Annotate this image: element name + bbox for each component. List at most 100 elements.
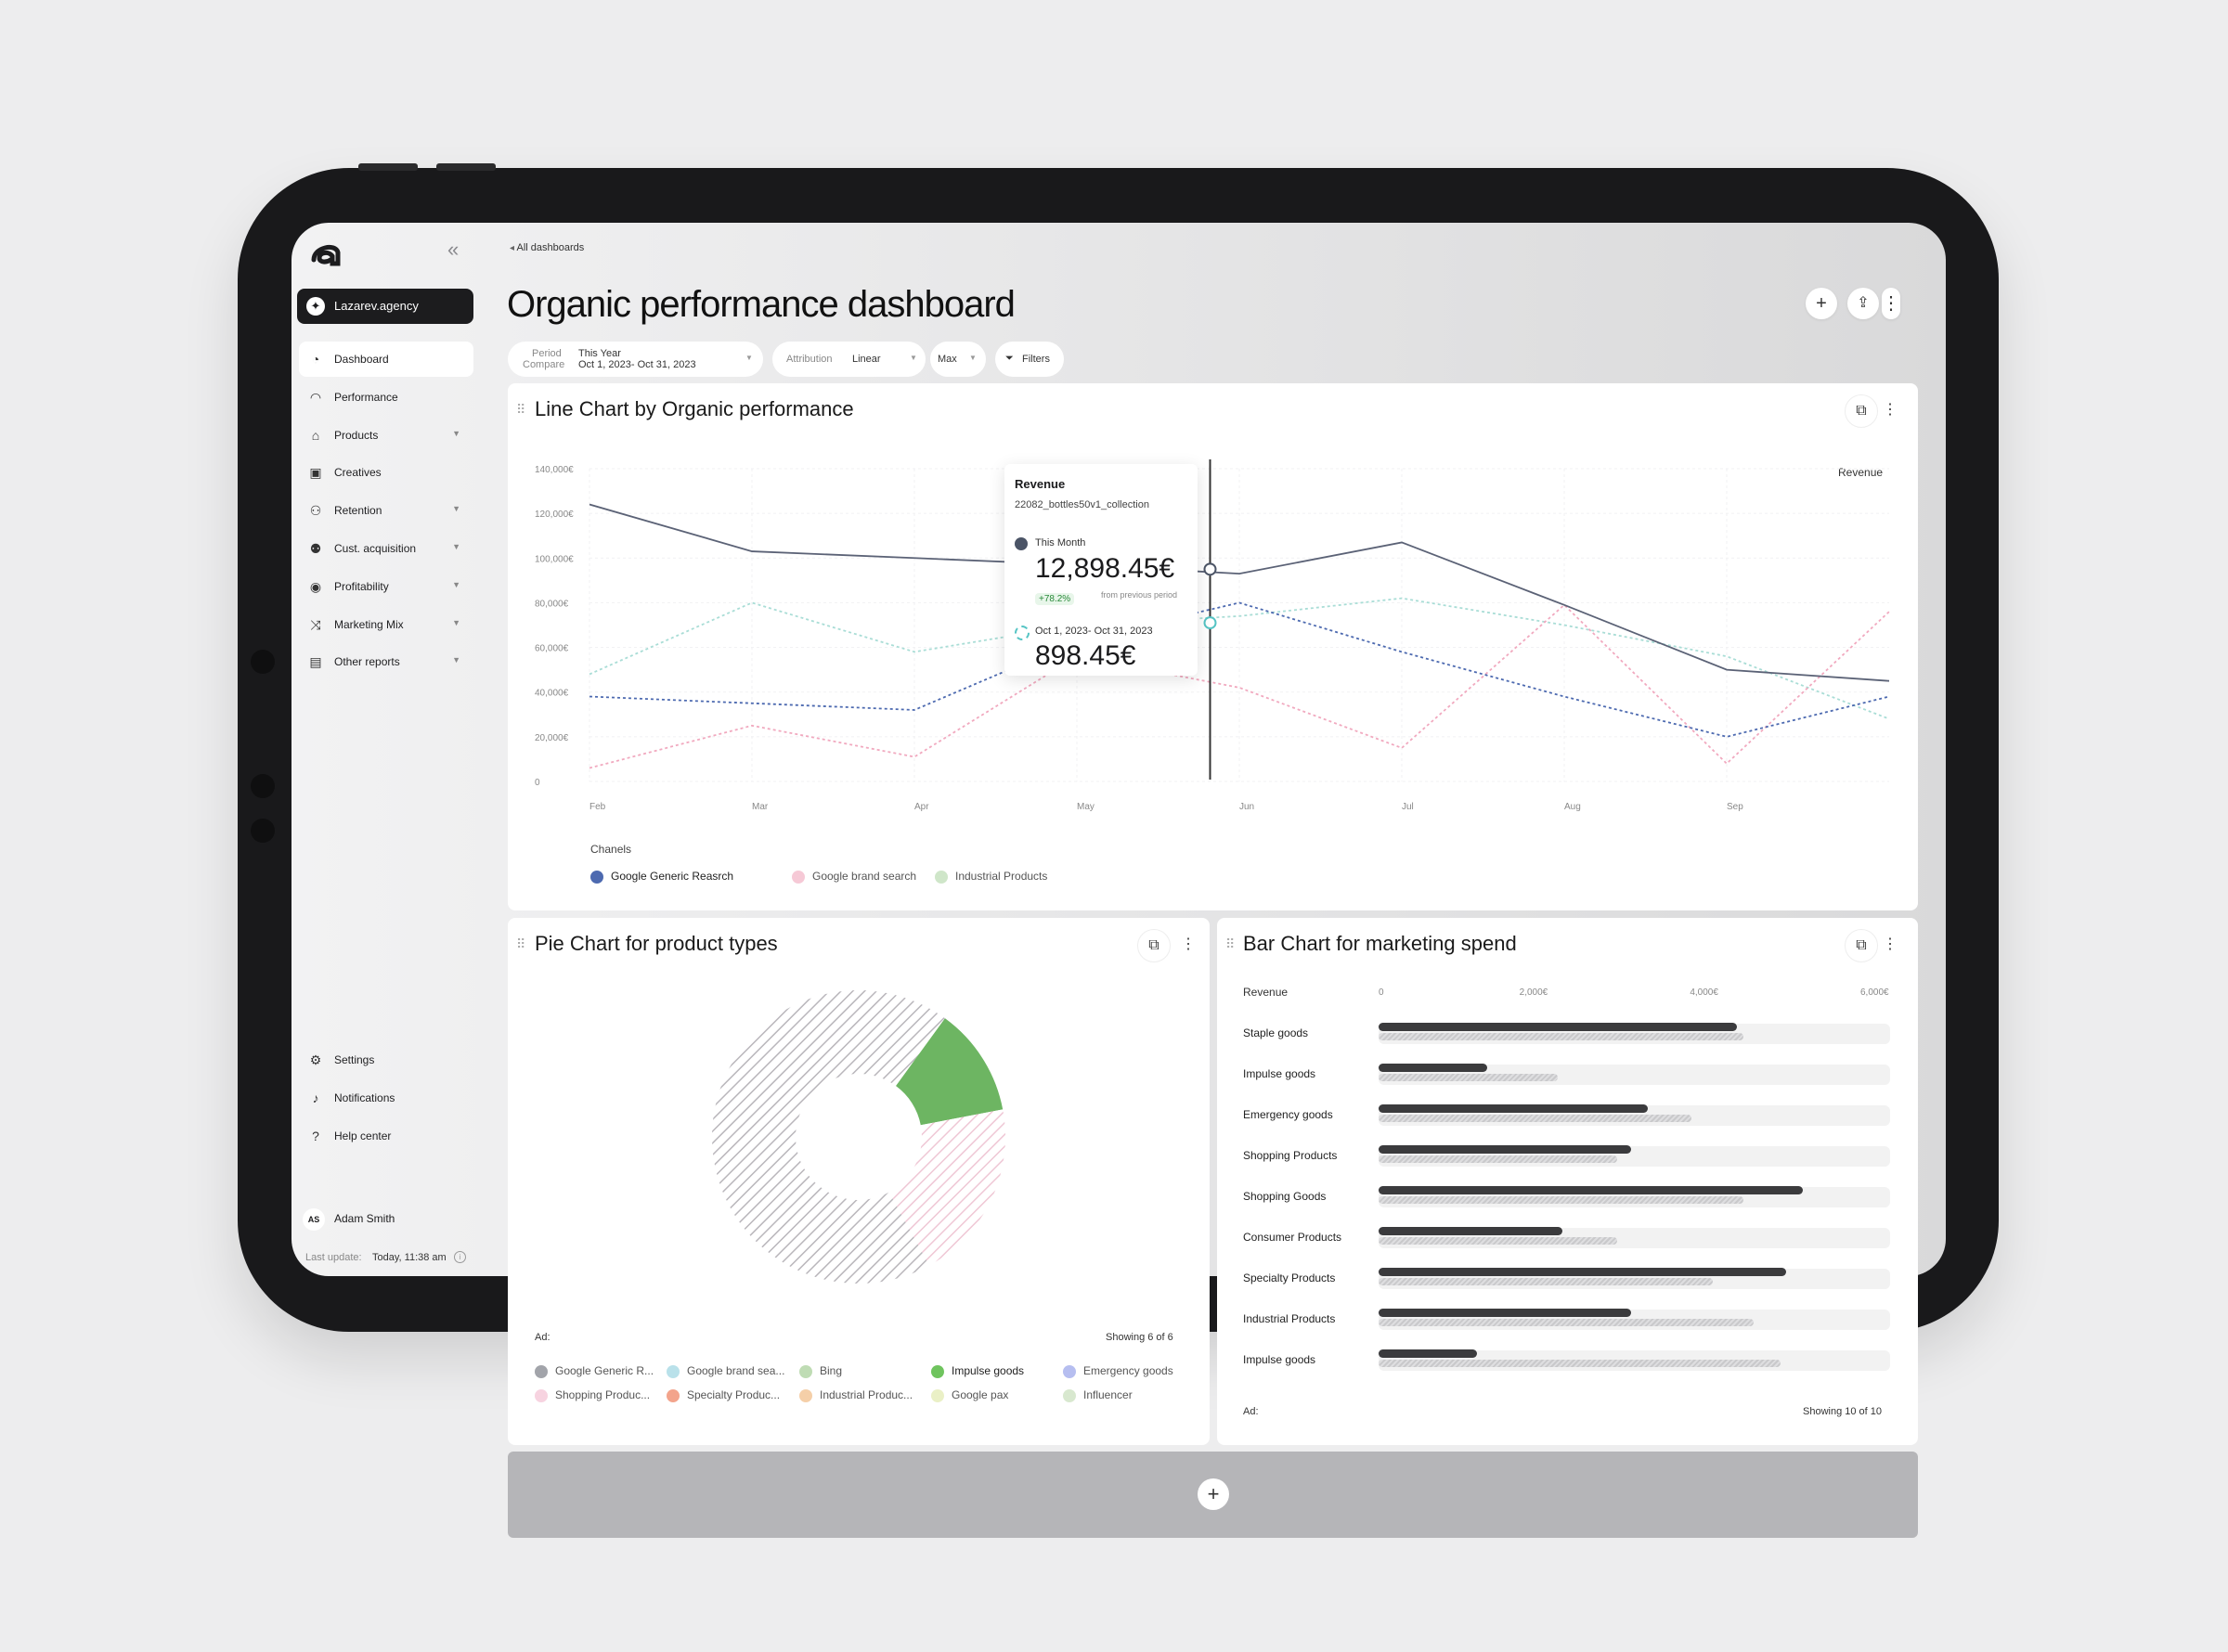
sidebar-item-marketing-mix[interactable]: ⤨ Marketing Mix ▼ [299,607,473,642]
bar-compare[interactable] [1379,1033,1744,1040]
bar-current[interactable] [1379,1349,1477,1358]
sidebar-item-other-reports[interactable]: ▤ Other reports ▼ [299,644,473,679]
bar-current[interactable] [1379,1104,1649,1113]
bar-compare[interactable] [1379,1196,1744,1204]
sidebar-item-notifications[interactable]: ♪ Notifications [299,1080,473,1116]
legend-item[interactable]: Influencer [1063,1388,1133,1402]
legend-item[interactable]: Google Generic Reasrch [590,870,733,884]
sidebar-item-label: Marketing Mix [334,617,404,631]
bar-current[interactable] [1379,1227,1563,1235]
image-icon: ▣ [309,465,322,481]
y-tick-label: 80,000€ [535,599,569,609]
bar-current[interactable] [1379,1145,1631,1154]
bar-compare[interactable] [1379,1074,1558,1081]
add-widget-area-button[interactable]: + [1198,1478,1229,1510]
legend-label: Industrial Products [955,870,1048,883]
tablet-volume-button-2 [436,163,496,171]
pie-slice-impulse-goods[interactable] [895,1018,1004,1126]
workspace-switcher[interactable]: ✦ Lazarev.agency [297,289,473,324]
legend-item[interactable]: Shopping Produc... [535,1388,650,1402]
legend-item[interactable]: Emergency goods [1063,1364,1173,1378]
card-menu-button[interactable]: ⋮ [1179,929,1198,961]
chevron-down-icon: ▼ [969,354,977,362]
drag-handle-icon[interactable]: ⠿ [1225,936,1235,951]
export-button[interactable]: ⇪ [1847,288,1879,319]
more-vertical-icon: ⋮ [1883,402,1898,418]
legend-item[interactable]: Google pax [931,1388,1008,1402]
filters-button[interactable]: ⏷ Filters [995,342,1064,377]
attribution-filter[interactable]: Attribution Linear ▼ [772,342,926,377]
x-tick-label: Mar [752,802,769,812]
max-filter[interactable]: Max ▼ [930,342,986,377]
card-menu-button[interactable]: ⋮ [1881,929,1899,961]
legend-swatch [935,870,948,884]
sidebar-item-help-center[interactable]: ? Help center [299,1118,473,1154]
x-tick-label: 2,000€ [1519,987,1548,998]
sidebar-item-label: Retention [334,504,382,518]
external-link-icon: ⧉ [1856,403,1867,419]
line-chart-card [508,383,1918,910]
sidebar-item-dashboard[interactable]: ◔ Dashboard [299,342,473,377]
drag-handle-icon[interactable]: ⠿ [516,936,525,951]
info-icon[interactable]: i [454,1251,466,1263]
open-external-button[interactable]: ⧉ [1845,929,1878,962]
drag-handle-icon[interactable]: ⠿ [516,402,525,417]
sidebar-item-profitability[interactable]: ◉ Profitability ▼ [299,569,473,604]
bar-current[interactable] [1379,1064,1487,1072]
sidebar-item-cust-acquisition[interactable]: ⚉ Cust. acquisition ▼ [299,531,473,566]
chevron-down-icon: ▼ [452,579,460,589]
legend-item[interactable]: Industrial Produc... [799,1388,913,1402]
pie-slice-shopping-products[interactable] [888,1109,1005,1266]
bar-compare[interactable] [1379,1319,1755,1326]
pie-chart-title: Pie Chart for product types [535,932,778,955]
legend-item[interactable]: Industrial Products [935,870,1047,884]
workspace-name: Lazarev.agency [334,299,419,313]
sidebar-item-label: Dashboard [334,353,389,366]
sidebar-item-settings[interactable]: ⚙ Settings [299,1042,473,1078]
period-compare-filter[interactable]: Period Compare This Year Oct 1, 2023- Oc… [508,342,763,377]
bar-current[interactable] [1379,1268,1786,1276]
user-name[interactable]: Adam Smith [334,1212,395,1225]
pie-icon: ◔ [311,352,320,367]
sidebar-item-products[interactable]: ⌂ Products ▼ [299,418,473,453]
sidebar-item-retention[interactable]: ⚇ Retention ▼ [299,493,473,528]
bar-compare[interactable] [1379,1278,1713,1285]
breadcrumb[interactable]: ◂ All dashboards [510,242,584,253]
legend-swatch [1063,1364,1076,1378]
legend-item[interactable]: Specialty Produc... [667,1388,780,1402]
more-menu-button[interactable]: ⋮ [1882,288,1900,319]
bar-current[interactable] [1379,1023,1737,1031]
bar-compare[interactable] [1379,1360,1781,1367]
collapse-sidebar-icon[interactable]: « [447,238,460,261]
legend-swatch [792,870,805,884]
tooltip-title: Revenue [1015,477,1066,491]
pie-slice-other[interactable] [712,990,945,1284]
upload-icon: ⇪ [1857,295,1870,311]
chevron-down-icon: ▼ [910,354,917,362]
x-tick-label: Sep [1727,802,1743,812]
external-link-icon: ⧉ [1148,937,1159,953]
sidebar-item-performance[interactable]: ◠ Performance [299,380,473,415]
bar-compare[interactable] [1379,1237,1618,1245]
hover-marker-compare[interactable] [1203,616,1217,630]
legend-item[interactable]: Impulse goods [931,1364,1024,1378]
legend-item[interactable]: Google brand sea... [667,1364,784,1378]
legend-item[interactable]: Google Generic R... [535,1364,654,1378]
app-logo-icon [311,244,341,266]
bar-compare[interactable] [1379,1155,1618,1163]
legend-item[interactable]: Google brand search [792,870,916,884]
x-tick-label: Jul [1402,802,1414,812]
chevron-down-icon: ▼ [452,428,460,438]
sidebar-item-creatives[interactable]: ▣ Creatives [299,455,473,490]
pie-ad-label: Ad: [535,1332,551,1343]
avatar[interactable]: AS [303,1208,325,1231]
bar-current[interactable] [1379,1186,1804,1194]
add-widget-button[interactable]: + [1806,288,1837,319]
card-menu-button[interactable]: ⋮ [1881,394,1899,426]
hover-marker[interactable] [1203,562,1217,576]
bar-compare[interactable] [1379,1115,1692,1122]
open-external-button[interactable]: ⧉ [1137,929,1171,962]
legend-item[interactable]: Bing [799,1364,842,1378]
open-external-button[interactable]: ⧉ [1845,394,1878,428]
bar-current[interactable] [1379,1309,1631,1317]
